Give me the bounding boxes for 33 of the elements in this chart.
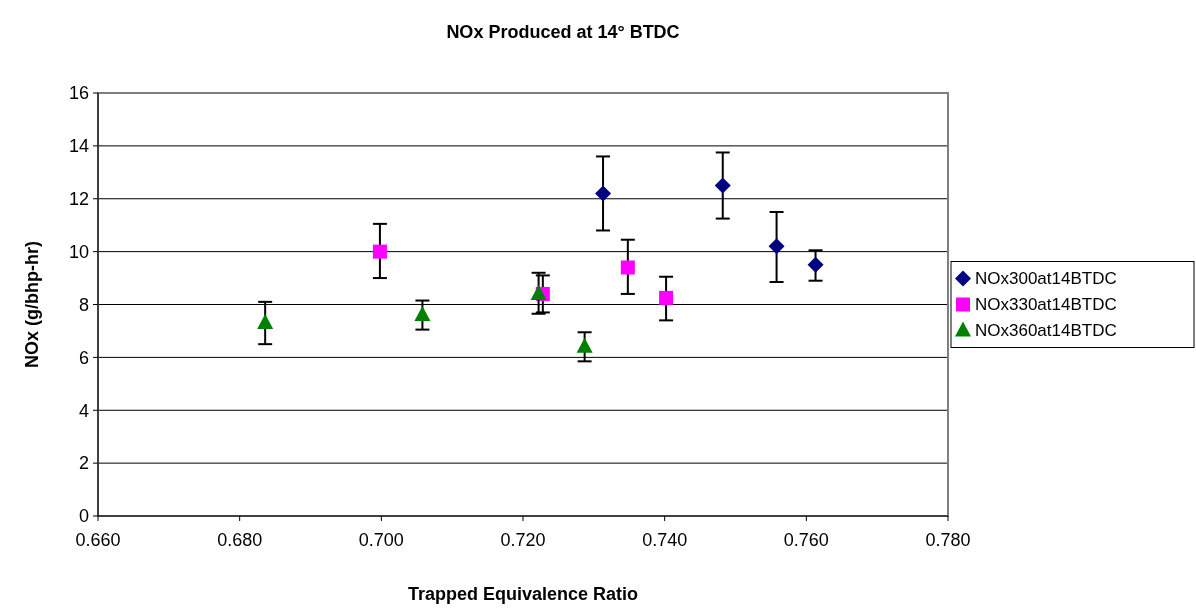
point — [414, 306, 431, 322]
y-tick-label: 8 — [78, 294, 89, 315]
x-tick-label: 0.740 — [642, 530, 688, 550]
x-tick-label: 0.680 — [217, 530, 263, 550]
x-tick-label: 0.720 — [500, 530, 546, 550]
y-tick-label: 2 — [78, 453, 89, 474]
point — [659, 290, 674, 305]
point — [620, 260, 635, 275]
x-tick-label: 0.700 — [358, 530, 404, 550]
point — [576, 337, 593, 353]
point — [714, 177, 731, 194]
point — [595, 185, 612, 202]
x-tick-label: 0.660 — [75, 530, 121, 550]
point — [807, 256, 824, 273]
point — [372, 244, 387, 259]
x-tick-label: 0.760 — [783, 530, 829, 550]
legend-label: NOx300at14BTDC — [975, 269, 1117, 289]
point — [257, 314, 274, 330]
y-tick-label: 10 — [68, 241, 89, 262]
y-tick-label: 0 — [78, 506, 89, 527]
legend-label: NOx360at14BTDC — [975, 321, 1117, 341]
x-tick-label: 0.780 — [925, 530, 971, 550]
y-tick-label: 4 — [78, 400, 89, 421]
y-tick-label: 12 — [68, 189, 89, 210]
legend-label: NOx330at14BTDC — [975, 295, 1117, 315]
chart-title: NOx Produced at 14° BTDC — [446, 22, 680, 42]
point — [768, 238, 785, 255]
point — [530, 284, 547, 300]
y-tick-label: 14 — [68, 136, 89, 157]
y-tick-label: 6 — [78, 347, 89, 368]
x-axis-title: Trapped Equivalence Ratio — [407, 584, 639, 604]
y-axis-title: NOx (g/bhp-hr) — [22, 241, 42, 368]
y-tick-label: 16 — [68, 83, 89, 104]
